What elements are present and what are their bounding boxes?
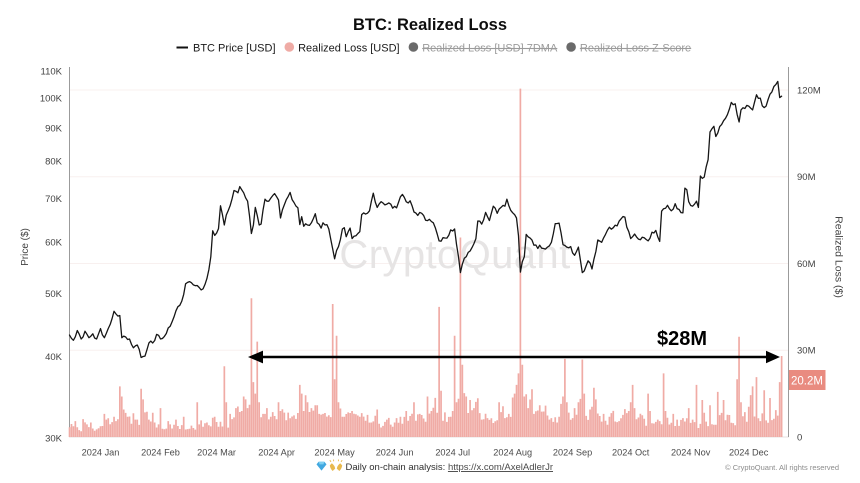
svg-text:2024 Sep: 2024 Sep — [553, 448, 592, 458]
svg-text:2024 Aug: 2024 Aug — [493, 448, 532, 458]
svg-text:30M: 30M — [797, 346, 816, 357]
svg-text:BTC: Realized Loss: BTC: Realized Loss — [353, 16, 507, 34]
svg-text:2024 May: 2024 May — [314, 448, 355, 458]
svg-text:2024 Mar: 2024 Mar — [197, 448, 236, 458]
svg-text:30K: 30K — [45, 433, 63, 444]
svg-text:90K: 90K — [45, 123, 63, 134]
svg-text:Daily on-chain analysis: https: Daily on-chain analysis: https://x.com/A… — [346, 462, 554, 473]
svg-text:2024 Oct: 2024 Oct — [612, 448, 650, 458]
svg-text:2024 Jul: 2024 Jul — [435, 448, 470, 458]
svg-text:2024 Nov: 2024 Nov — [671, 448, 711, 458]
svg-text:120M: 120M — [797, 85, 821, 96]
svg-text:2024 Jun: 2024 Jun — [376, 448, 414, 458]
svg-text:60M: 60M — [797, 259, 816, 270]
svg-text:BTC Price [USD]: BTC Price [USD] — [193, 43, 276, 55]
svg-text:CryptoQuant: CryptoQuant — [339, 233, 570, 277]
svg-text:2024 Dec: 2024 Dec — [729, 448, 769, 458]
svg-text:$28M: $28M — [657, 328, 707, 350]
svg-text:Realized Loss Z-Score: Realized Loss Z-Score — [580, 43, 691, 55]
svg-text:40K: 40K — [45, 352, 63, 363]
svg-text:110K: 110K — [41, 67, 63, 78]
svg-text:2024 Jan: 2024 Jan — [82, 448, 120, 458]
svg-text:60K: 60K — [45, 238, 63, 249]
svg-text:Realized Loss ($): Realized Loss ($) — [833, 216, 845, 298]
svg-text:Realized Loss [USD]: Realized Loss [USD] — [298, 43, 400, 55]
svg-text:80K: 80K — [45, 157, 63, 168]
svg-text:© CryptoQuant. All rights rese: © CryptoQuant. All rights reserved — [725, 463, 839, 472]
svg-text:0: 0 — [797, 432, 802, 443]
svg-text:Price ($): Price ($) — [20, 228, 31, 266]
svg-text:2024 Feb: 2024 Feb — [141, 448, 180, 458]
svg-text:70K: 70K — [45, 194, 63, 205]
svg-text:50K: 50K — [45, 289, 63, 300]
svg-text:90M: 90M — [797, 172, 816, 183]
svg-text:100K: 100K — [40, 94, 63, 105]
svg-text:2024 Apr: 2024 Apr — [258, 448, 295, 458]
svg-text:Realized Loss [USD] 7DMA: Realized Loss [USD] 7DMA — [422, 43, 558, 55]
svg-text:20.2M: 20.2M — [791, 376, 823, 388]
